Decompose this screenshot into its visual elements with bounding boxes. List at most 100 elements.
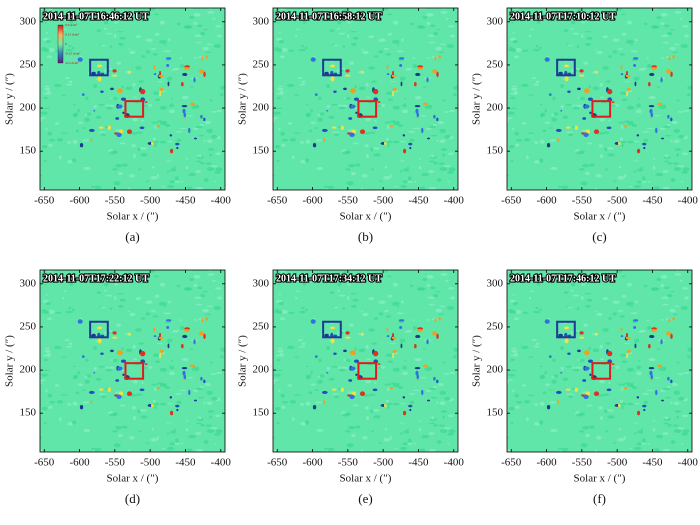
noise: [83, 166, 91, 171]
noise: [40, 187, 44, 190]
noise: [637, 69, 645, 71]
noise: [511, 87, 518, 91]
feature: [112, 69, 117, 73]
noise: [663, 422, 669, 425]
feature: [632, 319, 639, 322]
noise: [289, 400, 297, 404]
noise: [193, 12, 201, 17]
feature: [120, 97, 127, 101]
noise: [560, 104, 564, 109]
feature: [144, 363, 148, 366]
noise: [602, 35, 609, 39]
noise: [336, 27, 340, 30]
noise: [666, 386, 671, 389]
noise: [159, 20, 166, 25]
noise: [384, 8, 389, 11]
noise: [71, 308, 75, 311]
noise: [414, 357, 422, 362]
noise: [280, 131, 285, 136]
noise: [154, 360, 161, 363]
noise: [520, 279, 527, 282]
feature: [626, 87, 631, 91]
feature: [436, 71, 439, 77]
noise: [142, 367, 149, 369]
noise: [599, 154, 604, 159]
feature: [176, 146, 179, 150]
noise: [605, 430, 608, 433]
feature: [122, 373, 125, 377]
noise: [186, 419, 189, 422]
noise: [647, 180, 651, 183]
noise: [280, 47, 288, 52]
noise: [371, 168, 374, 171]
noise: [282, 138, 289, 142]
feature: [426, 339, 429, 345]
noise: [46, 55, 52, 59]
feature: [158, 74, 164, 78]
noise: [392, 367, 400, 372]
x-axis-label: Solar x / (″): [574, 473, 626, 485]
feature: [648, 82, 651, 87]
noise: [652, 25, 660, 29]
noise: [387, 125, 390, 130]
feature: [312, 405, 317, 410]
noise: [44, 85, 51, 87]
noise: [602, 297, 609, 301]
noise: [539, 158, 544, 163]
noise: [612, 442, 617, 444]
noise: [599, 118, 606, 122]
feature: [384, 403, 387, 408]
noise: [618, 427, 622, 431]
feature: [436, 117, 439, 122]
noise: [336, 69, 341, 73]
feature: [88, 390, 95, 394]
noise: [216, 109, 223, 112]
feature: [157, 386, 161, 390]
noise: [121, 347, 124, 351]
feature: [402, 396, 406, 399]
noise: [135, 35, 142, 39]
noise: [331, 103, 338, 106]
feature: [557, 400, 560, 405]
noise: [438, 162, 445, 165]
y-tick-label: 300: [253, 15, 270, 27]
noise: [200, 31, 206, 36]
noise: [301, 80, 306, 83]
noise: [384, 402, 393, 406]
feature: [167, 343, 170, 349]
noise: [277, 349, 284, 353]
y-tick-label: 150: [20, 407, 37, 419]
noise: [594, 310, 598, 312]
noise: [211, 396, 218, 401]
feature: [79, 143, 84, 148]
feature: [391, 74, 397, 78]
noise: [40, 449, 44, 452]
noise: [514, 131, 519, 136]
noise: [402, 103, 407, 108]
region-box: [124, 100, 145, 118]
noise: [427, 34, 436, 37]
noise: [402, 180, 408, 184]
noise: [389, 173, 392, 178]
feature: [79, 405, 84, 410]
noise: [154, 405, 157, 410]
noise: [424, 366, 433, 372]
noise: [175, 438, 179, 443]
feature: [567, 352, 571, 355]
noise: [118, 171, 123, 176]
noise: [660, 21, 665, 26]
noise: [656, 278, 662, 281]
noise: [173, 428, 177, 431]
feature: [415, 370, 419, 376]
noise: [354, 425, 361, 429]
noise: [549, 139, 557, 142]
noise: [403, 331, 411, 333]
noise: [100, 44, 106, 47]
noise: [364, 144, 369, 148]
noise: [579, 358, 585, 362]
noise: [595, 435, 602, 440]
noise: [673, 401, 680, 406]
noise: [95, 115, 102, 119]
noise: [273, 380, 275, 384]
noise: [45, 31, 49, 34]
